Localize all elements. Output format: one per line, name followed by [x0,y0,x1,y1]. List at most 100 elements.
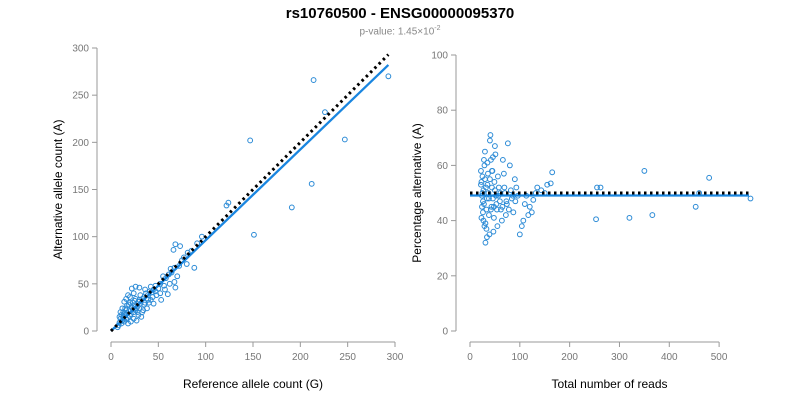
plot1-data-point [136,284,143,291]
plot1-data-point [177,243,184,250]
plot2-data-point [534,184,541,191]
plot2-data-point [549,169,556,176]
plot1-data-point [131,297,138,304]
plot2-x-tick-label: 200 [561,352,578,363]
plot2-data-point [478,179,485,185]
plot1-data-point [183,261,190,267]
plot2-data-point [511,176,518,183]
plot2-y-tick-label: 40 [437,216,449,227]
plot2-data-point [530,197,537,203]
plot2-data-point [502,212,509,218]
plot2-x-tick-label: 0 [467,352,473,363]
plot2-data-point [489,184,495,191]
plot1-data-point [150,300,157,307]
plot1-data-point [247,137,254,144]
plot1-data-point [191,264,198,271]
plot2-x-tick-label: 500 [711,352,728,363]
plot2-x-tick-label: 100 [511,352,528,363]
plot1-y-tick-label: 100 [72,232,89,243]
plot2-data-point [487,137,493,144]
plot2-data-point [518,223,525,230]
plot2-data-point [495,184,502,191]
plot1-data-point [184,249,191,256]
plot1-fit-line [110,64,390,332]
plot2-data-point [489,168,495,174]
plot2-data-point [479,203,485,210]
plot1-data-point [164,291,171,298]
plot1-y-tick-label: 300 [72,44,89,55]
plot2-data-point [491,214,497,221]
plot2-y-tick-label: 0 [442,327,448,338]
plot2-data-point [510,209,517,216]
plot2-y-tick-label: 60 [437,161,449,172]
plot2-data-point [497,206,504,213]
plot1-data-point [223,202,230,209]
plot1-data-point [127,294,133,300]
plot1-x-tick-label: 250 [339,352,356,363]
plot1-x-tick-label: 0 [108,352,114,363]
plot2-data-point [505,206,512,213]
plot1-y-tick-label: 50 [78,279,90,290]
plot2-data-point [480,217,487,224]
plot1-x-tick-label: 200 [292,352,309,363]
plot2-data-point [706,174,713,181]
chart-title: rs10760500 - ENSG00000095370 [285,5,515,22]
plot2-data-point [641,168,648,174]
plot2-data-point [498,217,505,224]
plot1-data-point [133,317,140,324]
plot2-data-point [491,179,498,185]
plot1-data-point [166,280,173,287]
plot1-data-point [310,77,317,83]
plot2-y-tick-label: 100 [431,51,448,62]
plot2-data-point [513,184,520,191]
plot2-data-point [538,187,545,194]
plot1-data-point [322,109,328,116]
plot1-data-point [116,319,123,326]
plot2-data-point [478,168,484,174]
plot1-data-point [341,136,348,143]
plot2-y-tick-label: 20 [437,271,449,282]
plot1-data-point [308,180,315,187]
plot2-data-point [478,181,484,188]
plot1-x-tick-label: 50 [153,352,165,363]
plot2-data-point [492,143,498,149]
plot1-data-point [171,279,178,285]
plot1-data-point [142,286,148,293]
plot2-data-point [547,180,554,187]
plot2-data-point [488,203,495,210]
plot1-data-point [147,296,154,303]
plot2-data-point [507,187,514,194]
plot1-data-point [138,313,145,320]
plot1-data-point [137,292,144,299]
plot2-data-point [516,231,523,238]
plot2-data-point [487,132,494,138]
plot1-x-axis-label: Reference allele count (G) [183,377,323,391]
plot2-data-point [504,140,511,147]
plot2-x-tick-label: 300 [611,352,628,363]
plot2-y-axis-label: Percentage alternative (A) [410,123,424,262]
plot2-data-point [496,198,503,205]
plot2-data-point [506,162,513,169]
plot1-data-point [176,263,183,269]
plot2-data-point [521,201,528,207]
plot2-data-point [747,195,754,202]
plot1-x-tick-label: 100 [197,352,214,363]
plot2-data-point [528,209,535,216]
plot2-data-point [594,184,600,191]
plot1-data-point [147,283,154,290]
plot1-data-point [127,299,133,306]
plot1-data-point [136,305,143,312]
plot1-x-tick-label: 150 [245,352,262,363]
plot2-data-point [512,198,519,205]
plot1-data-point [157,290,164,297]
plot2-data-point [484,181,491,188]
plot2-data-point [503,201,510,207]
plot1-data-point [174,273,181,280]
plot2-data-point [487,176,493,183]
plot1-data-point [128,285,135,292]
plot2-data-point [485,170,491,177]
plot2-data-point [493,201,500,207]
plot1-data-point [130,290,137,297]
plot2-data-point [481,223,488,230]
